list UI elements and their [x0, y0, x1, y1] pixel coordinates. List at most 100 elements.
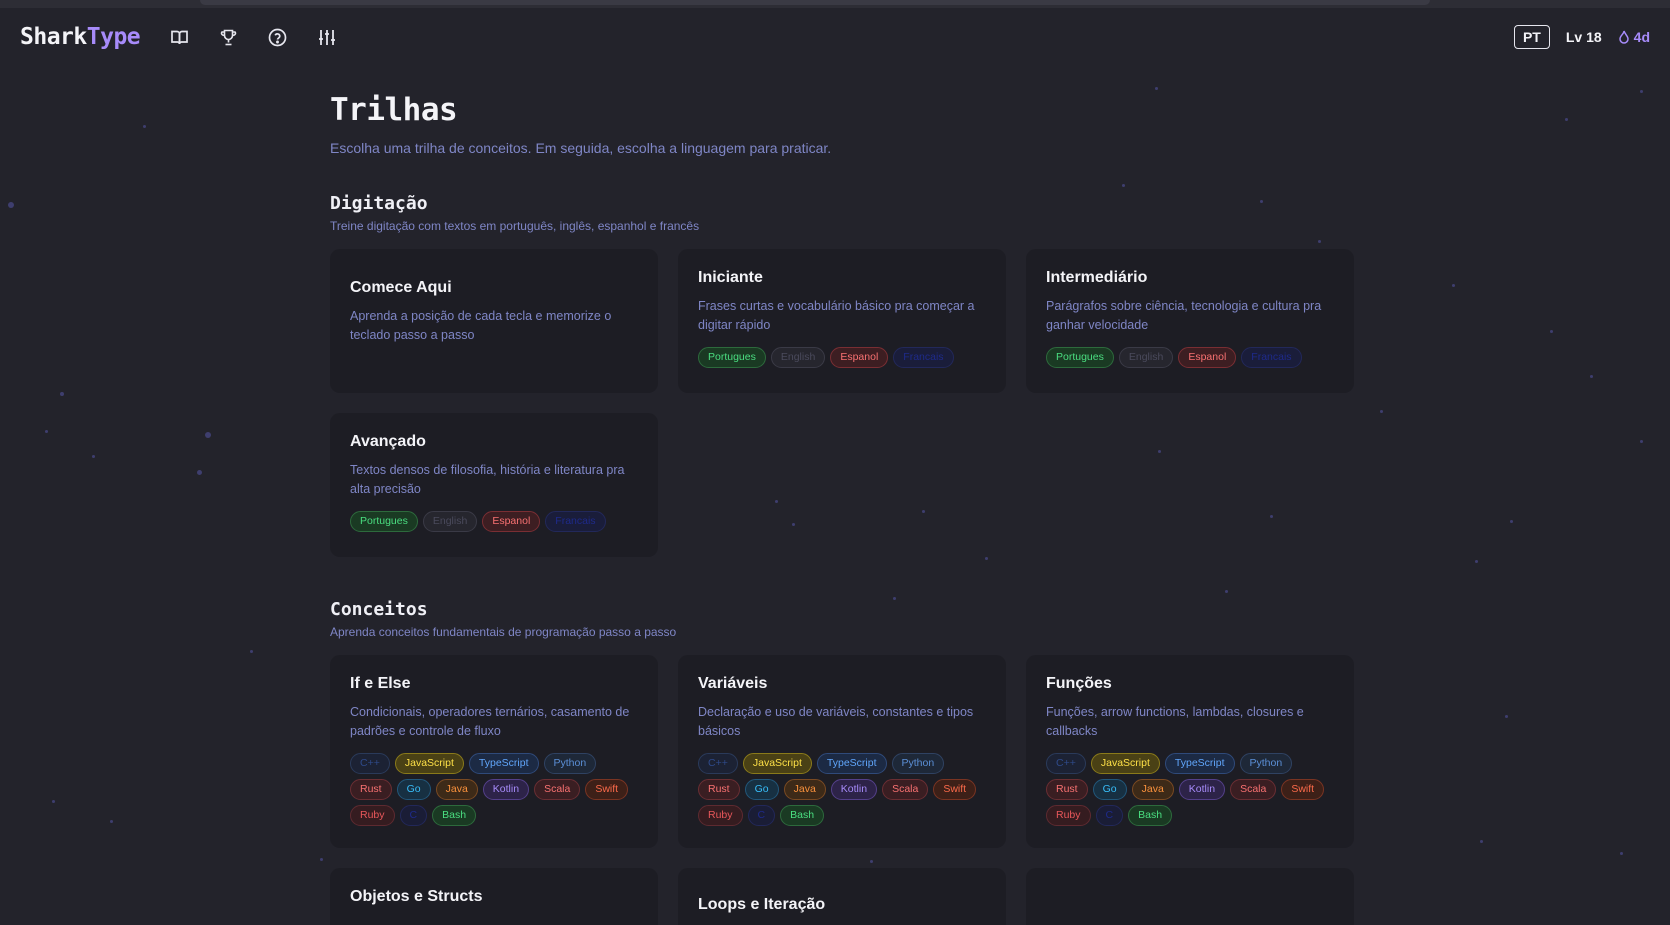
chip-list: Portugues English Espanol Francais	[350, 511, 638, 532]
book-icon[interactable]	[166, 24, 193, 51]
star-dot	[1640, 90, 1643, 93]
language-chip[interactable]: Ruby	[1046, 805, 1091, 826]
language-chip[interactable]: Rust	[1046, 779, 1088, 800]
language-chip[interactable]: Portugues	[1046, 347, 1114, 368]
star-dot	[8, 202, 14, 208]
language-chip[interactable]: Rust	[698, 779, 740, 800]
language-chip[interactable]: Scala	[1230, 779, 1277, 800]
language-chip[interactable]: Bash	[780, 805, 825, 826]
language-chip[interactable]: TypeScript	[1164, 753, 1235, 774]
app-header: SharkType PT Lv 18 4d	[0, 14, 1670, 60]
language-chip[interactable]: Ruby	[350, 805, 395, 826]
trophy-icon[interactable]	[215, 24, 242, 51]
language-chip[interactable]: English	[770, 347, 826, 368]
track-card[interactable]: If e Else Condicionais, operadores ternár…	[330, 655, 658, 848]
language-chip[interactable]: C++	[1046, 753, 1086, 774]
language-chip[interactable]: Francais	[1241, 347, 1302, 368]
language-chip[interactable]: Portugues	[698, 347, 766, 368]
settings-sliders-icon[interactable]	[313, 24, 340, 51]
language-chip[interactable]: JavaScript	[742, 753, 812, 774]
language-chip[interactable]: Espanol	[1178, 347, 1237, 368]
language-chip[interactable]: Java	[783, 779, 826, 800]
language-chip[interactable]: JavaScript	[394, 753, 464, 774]
language-chip[interactable]: C	[747, 805, 776, 826]
language-chip[interactable]: Francais	[893, 347, 954, 368]
language-chip[interactable]: C++	[350, 753, 390, 774]
language-chip[interactable]: English	[422, 511, 478, 532]
section-title: Digitação	[330, 193, 428, 214]
language-chip[interactable]: JavaScript	[1090, 753, 1160, 774]
streak-value: 4d	[1633, 29, 1650, 45]
star-dot	[1620, 852, 1623, 855]
level-indicator: Lv 18	[1565, 29, 1602, 45]
language-chip[interactable]: Scala	[882, 779, 929, 800]
streak-indicator[interactable]: 4d	[1618, 29, 1650, 45]
track-card[interactable]: Iniciante Frases curtas e vocabulário bás…	[678, 249, 1006, 393]
card-title: Objetos e Structs	[350, 888, 483, 905]
nav-icons	[166, 24, 340, 51]
star-dot	[1510, 520, 1513, 523]
language-chip[interactable]: Portugues	[350, 511, 418, 532]
star-dot	[143, 125, 146, 128]
star-dot	[1550, 330, 1553, 333]
star-dot	[205, 432, 211, 438]
chip-list: C++ JavaScript TypeScript Python Rust Go Java K…	[1046, 753, 1334, 826]
card-description: Condicionais, operadores ternários, casa…	[350, 705, 630, 738]
language-chip[interactable]: Scala	[534, 779, 581, 800]
language-chip[interactable]: Go	[1092, 779, 1127, 800]
language-chip[interactable]: TypeScript	[816, 753, 887, 774]
language-chip[interactable]: Kotlin	[830, 779, 878, 800]
language-chip[interactable]: English	[1118, 347, 1174, 368]
language-chip[interactable]: Python	[1239, 753, 1293, 774]
language-chip[interactable]: Java	[435, 779, 478, 800]
language-chip[interactable]: Swift	[1281, 779, 1325, 800]
track-card[interactable]: Variáveis Declaração e uso de variáveis, …	[678, 655, 1006, 848]
section-title: Conceitos	[330, 599, 428, 620]
star-dot	[1590, 375, 1593, 378]
main-content: Trilhas Escolha uma trilha de conceitos.…	[330, 92, 1358, 925]
language-chip[interactable]: Francais	[545, 511, 606, 532]
language-chip[interactable]: Espanol	[830, 347, 889, 368]
help-icon[interactable]	[264, 24, 291, 51]
language-chip[interactable]: Bash	[1128, 805, 1173, 826]
language-chip[interactable]: Python	[543, 753, 597, 774]
track-card[interactable]: Funções Funções, arrow functions, lambdas…	[1026, 655, 1354, 848]
language-chip[interactable]: C	[1095, 805, 1124, 826]
language-chip[interactable]: Swift	[933, 779, 977, 800]
language-chip[interactable]: TypeScript	[468, 753, 539, 774]
star-dot	[1380, 410, 1383, 413]
language-chip[interactable]: Go	[396, 779, 431, 800]
language-chip[interactable]: Java	[1131, 779, 1174, 800]
language-chip[interactable]: Go	[744, 779, 779, 800]
language-chip[interactable]: Kotlin	[1178, 779, 1226, 800]
card-title: If e Else	[350, 675, 411, 692]
language-chip[interactable]: Python	[891, 753, 945, 774]
track-card[interactable]: Avançado Textos densos de filosofia, hist…	[330, 413, 658, 557]
track-card[interactable]	[1026, 868, 1354, 925]
language-chip[interactable]: Bash	[432, 805, 477, 826]
card-title: Avançado	[350, 433, 426, 450]
card-description: Textos densos de filosofia, história e l…	[350, 463, 625, 496]
track-card[interactable]: Intermediário Parágrafos sobre ciência, t…	[1026, 249, 1354, 393]
track-card[interactable]: Objetos e Structs	[330, 868, 658, 925]
top-strip-bar	[200, 0, 1430, 5]
flame-icon	[1618, 30, 1629, 44]
track-card[interactable]: Comece Aqui Aprenda a posição de cada tec…	[330, 249, 658, 393]
language-chip[interactable]: Kotlin	[482, 779, 530, 800]
track-card[interactable]: Loops e Iteração	[678, 868, 1006, 925]
language-button[interactable]: PT	[1513, 25, 1550, 49]
language-chip[interactable]: C	[399, 805, 428, 826]
logo[interactable]: SharkType	[20, 24, 141, 50]
header-right-tools: PT Lv 18 4d	[1513, 25, 1650, 49]
page-title: Trilhas	[330, 92, 458, 128]
card-grid: Comece Aqui Aprenda a posição de cada tec…	[330, 249, 1358, 557]
card-description: Frases curtas e vocabulário básico pra c…	[698, 299, 975, 332]
language-chip[interactable]: Swift	[585, 779, 629, 800]
star-dot	[60, 392, 64, 396]
language-chip[interactable]: Rust	[350, 779, 392, 800]
language-chip[interactable]: Ruby	[698, 805, 743, 826]
card-title: Variáveis	[698, 675, 768, 692]
language-chip[interactable]: C++	[698, 753, 738, 774]
language-chip[interactable]: Espanol	[482, 511, 541, 532]
star-dot	[320, 858, 323, 861]
